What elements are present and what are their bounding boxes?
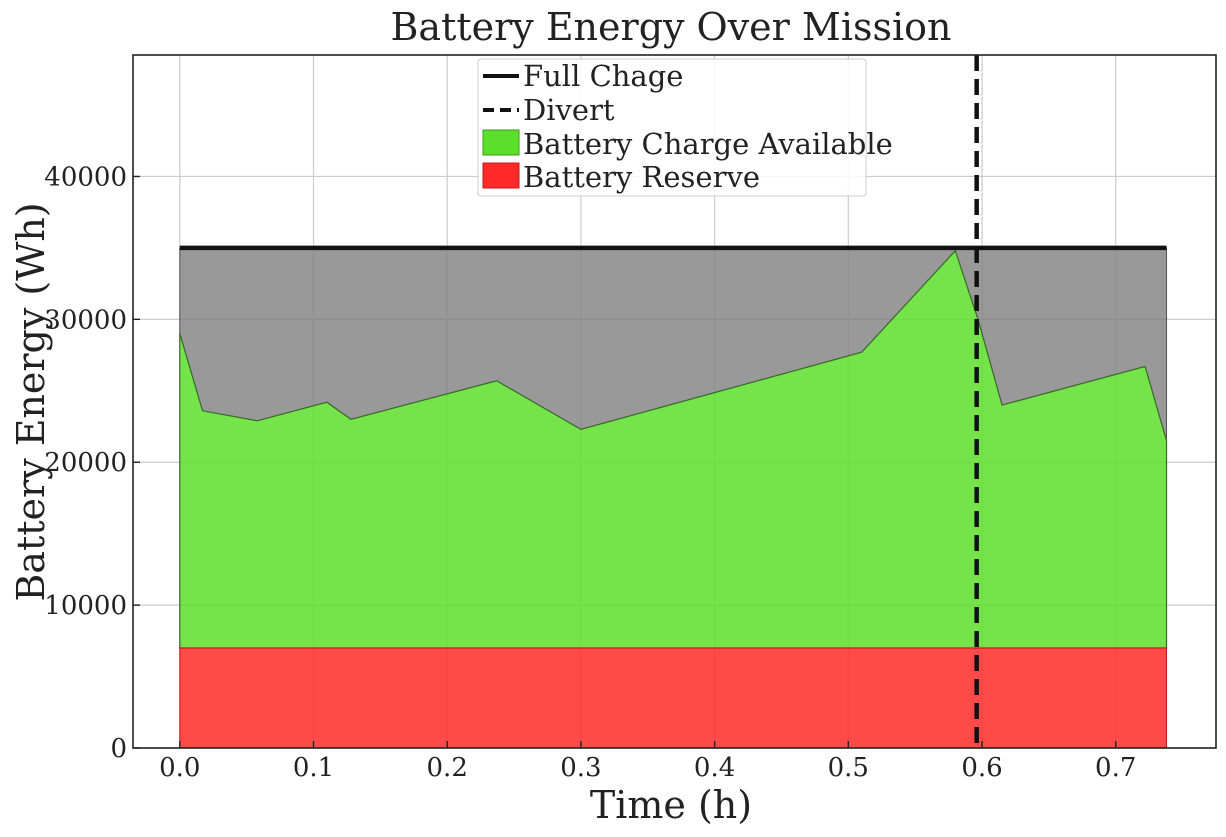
y-tick-label: 40000	[44, 162, 127, 192]
legend-swatch-available	[482, 129, 520, 156]
legend-label-divert: Divert	[523, 93, 615, 127]
legend-label-full-charge: Full Chage	[523, 59, 683, 93]
y-tick-label: 30000	[44, 305, 127, 335]
line-series	[179, 55, 1167, 748]
legend-box	[477, 58, 867, 197]
y-tick-label: 10000	[44, 591, 127, 621]
legend: Full Chage Divert Battery Charge Availab…	[477, 58, 893, 197]
x-tick-label: 0.1	[293, 753, 334, 783]
x-tick-label: 0.5	[828, 753, 869, 783]
area-series	[179, 247, 1168, 749]
y-tick-label: 20000	[44, 448, 127, 478]
legend-label-available: Battery Charge Available	[523, 127, 893, 161]
y-axis-title: Battery Energy (Wh)	[9, 202, 53, 601]
x-tick-label: 0.7	[1095, 753, 1136, 783]
x-tick-label: 0.2	[427, 753, 468, 783]
x-axis-ticks: 0.0 0.1 0.2 0.3 0.4 0.5 0.6 0.7	[159, 741, 1136, 783]
battery-reserve-area	[179, 647, 1168, 749]
legend-swatch-reserve	[482, 162, 520, 189]
available-charge-area	[179, 249, 1168, 649]
y-axis-ticks: 0 10000 20000 30000 40000	[44, 162, 140, 764]
legend-label-reserve: Battery Reserve	[523, 160, 760, 194]
x-axis-title: Time (h)	[590, 783, 752, 827]
chart-title: Battery Energy Over Mission	[391, 5, 952, 49]
x-tick-label: 0.0	[159, 753, 200, 783]
x-tick-label: 0.4	[694, 753, 735, 783]
x-tick-label: 0.6	[961, 753, 1002, 783]
plot-frame	[132, 54, 1217, 749]
x-tick-label: 0.3	[560, 753, 601, 783]
y-tick-label: 0	[110, 734, 127, 764]
